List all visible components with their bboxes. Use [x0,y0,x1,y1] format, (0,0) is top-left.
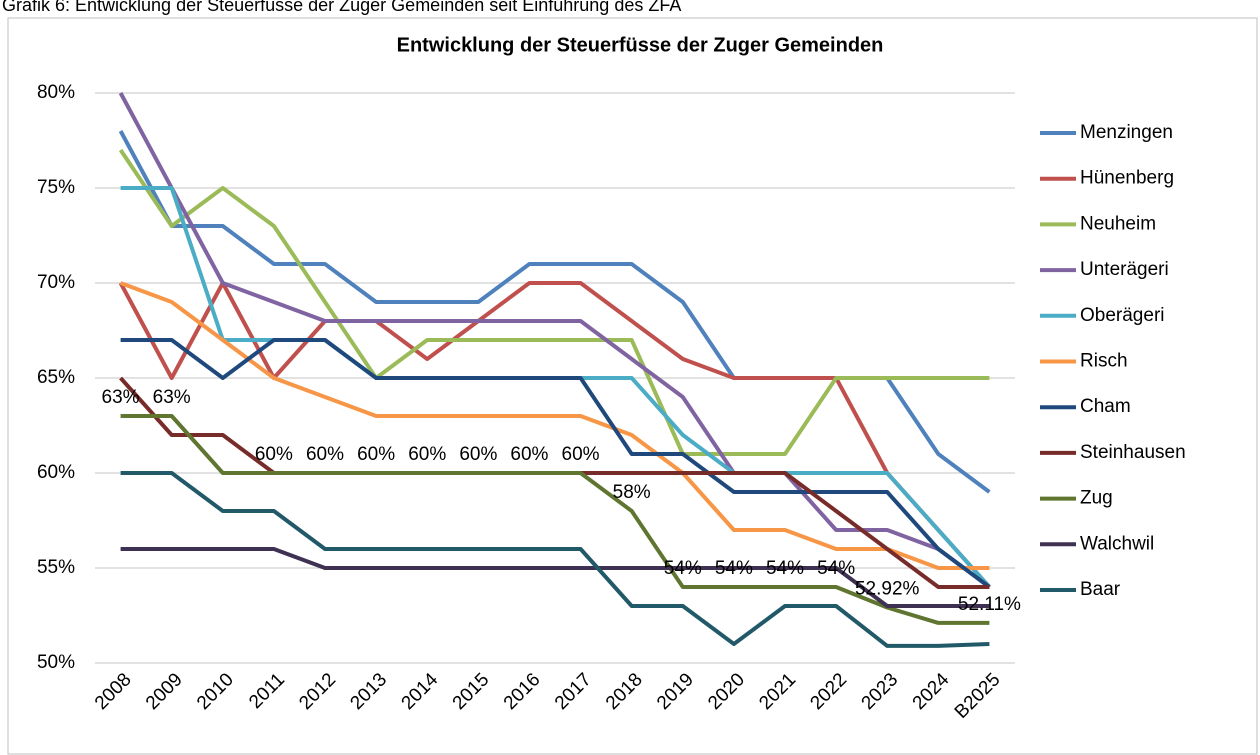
y-tick-label: 70% [37,272,75,293]
legend-label: Oberägeri [1080,305,1165,326]
data-label: 60% [562,444,600,465]
legend-label: Zug [1080,488,1113,509]
y-tick-label: 60% [37,462,75,483]
y-tick-label: 55% [37,557,75,578]
series-line [118,92,991,589]
legend-label: Steinhausen [1080,442,1186,463]
series-line [120,471,990,648]
chart-title: Entwicklung der Steuerfüsse der Zuger Ge… [397,34,884,56]
legend-label: Walchwil [1080,533,1154,554]
legend-label: Baar [1080,579,1121,600]
legend-label: Menzingen [1080,122,1173,143]
y-tick-label: 65% [37,367,75,388]
series-line [120,338,991,589]
y-tick-label: 80% [37,82,75,103]
data-label: 52.11% [958,594,1021,615]
series-line [120,414,990,625]
data-label: 54% [664,558,702,579]
chart-frame [7,17,1258,755]
data-label: 60% [306,444,344,465]
data-label: 58% [613,482,651,503]
data-label: 52.92% [855,579,920,600]
series-line [118,148,990,456]
data-label: 60% [408,444,446,465]
legend-label: Risch [1080,351,1128,372]
data-label: 63% [153,387,191,408]
data-label: 60% [255,444,293,465]
caption: Grafik 6: Entwicklung der Steuerfüsse de… [2,0,681,15]
series-line [119,281,990,570]
data-label: 54% [817,558,855,579]
legend-label: Cham [1080,396,1131,417]
data-label: 63% [102,387,140,408]
y-tick-label: 50% [37,652,75,673]
data-label: 60% [510,444,548,465]
data-label: 60% [459,444,497,465]
data-label: 54% [715,558,753,579]
series-line [120,547,990,608]
legend-label: Hünenberg [1080,168,1174,189]
legend-label: Unterägeri [1080,259,1169,280]
data-label: 60% [357,444,395,465]
y-tick-label: 75% [37,177,75,198]
series-line [118,281,991,589]
data-label: 54% [766,558,804,579]
legend-label: Neuheim [1080,213,1156,234]
